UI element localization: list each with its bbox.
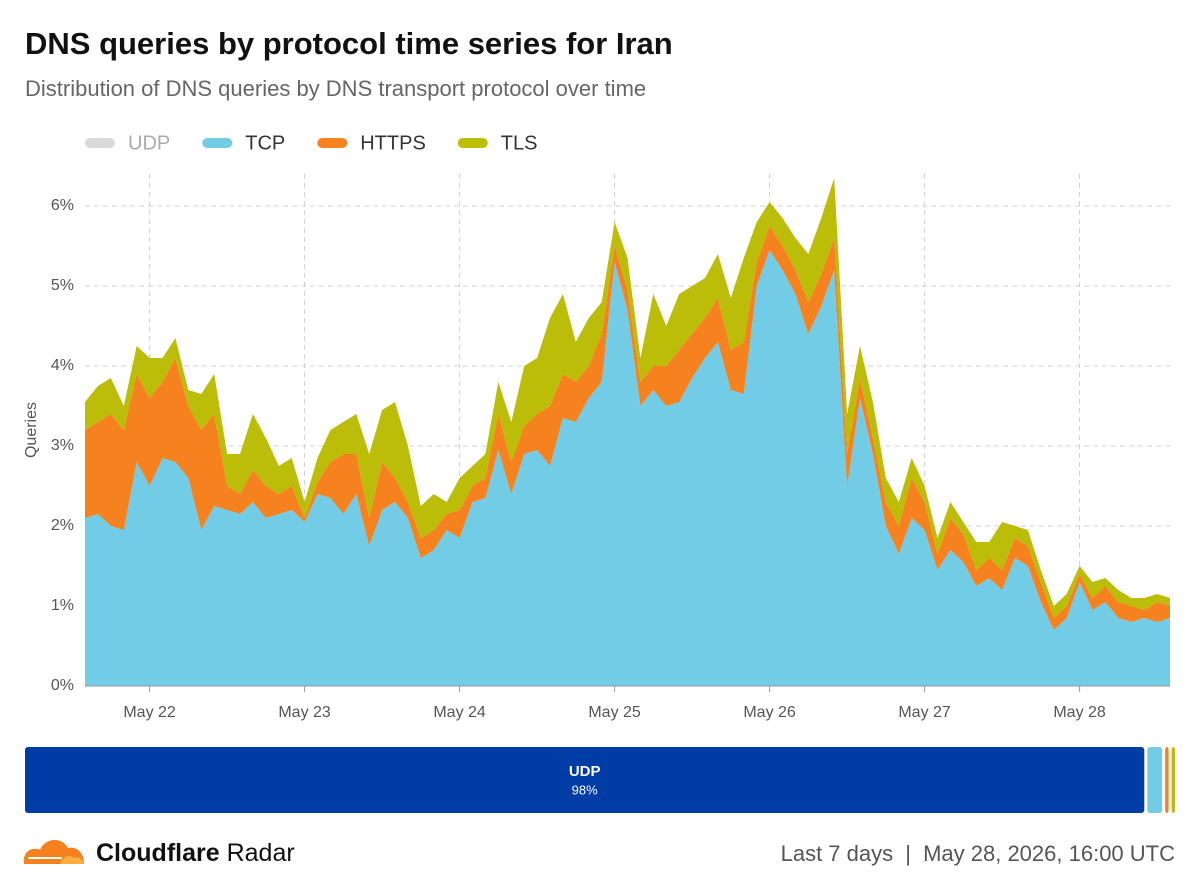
x-tick-label: May 22 <box>123 704 176 721</box>
legend-label: HTTPS <box>360 132 426 154</box>
x-tick-label: May 26 <box>743 704 796 721</box>
legend-swatch <box>457 138 488 148</box>
share-value: 98% <box>572 782 598 797</box>
area <box>85 178 1170 618</box>
y-axis-label: Queries <box>23 402 40 458</box>
share-bar <box>1147 747 1163 813</box>
y-tick-label: 1% <box>51 597 74 614</box>
legend-swatch <box>317 138 348 148</box>
y-tick-label: 6% <box>51 197 74 214</box>
brand-name: Radar <box>227 839 295 867</box>
timestamp: May 28, 2026, 16:00 UTC <box>923 841 1175 866</box>
area <box>85 226 1170 630</box>
brand: Cloudflare Radar <box>96 839 295 867</box>
separator: | <box>905 841 911 866</box>
legend-label: UDP <box>128 132 170 154</box>
legend-swatch <box>202 138 233 148</box>
y-tick-label: 0% <box>51 677 74 694</box>
x-tick-label: May 28 <box>1053 704 1106 721</box>
x-tick-label: May 27 <box>898 704 951 721</box>
y-tick-label: 4% <box>51 357 74 374</box>
y-tick-label: 5% <box>51 277 74 294</box>
area <box>85 250 1170 686</box>
share-bar <box>1165 747 1169 813</box>
x-tick-label: May 23 <box>278 704 331 721</box>
y-tick-label: 3% <box>51 437 74 454</box>
range: Last 7 days <box>781 841 894 866</box>
legend-swatch <box>85 138 115 148</box>
brand-bold: Cloudflare <box>96 839 220 867</box>
legend-label: TLS <box>501 132 538 154</box>
share-bar <box>25 747 1145 813</box>
footer-info: Last 7 days | May 28, 2026, 16:00 UTC <box>781 841 1176 866</box>
x-tick-label: May 25 <box>588 704 641 721</box>
x-tick-label: May 24 <box>433 704 486 721</box>
share-label: UDP <box>569 763 601 780</box>
legend-label: TCP <box>245 132 285 154</box>
y-tick-label: 2% <box>51 517 74 534</box>
chart-title: DNS queries by protocol time series for … <box>25 26 673 61</box>
logo <box>23 839 85 864</box>
share-bar <box>1171 747 1175 813</box>
chart-subtitle: Distribution of DNS queries by DNS trans… <box>25 76 646 101</box>
